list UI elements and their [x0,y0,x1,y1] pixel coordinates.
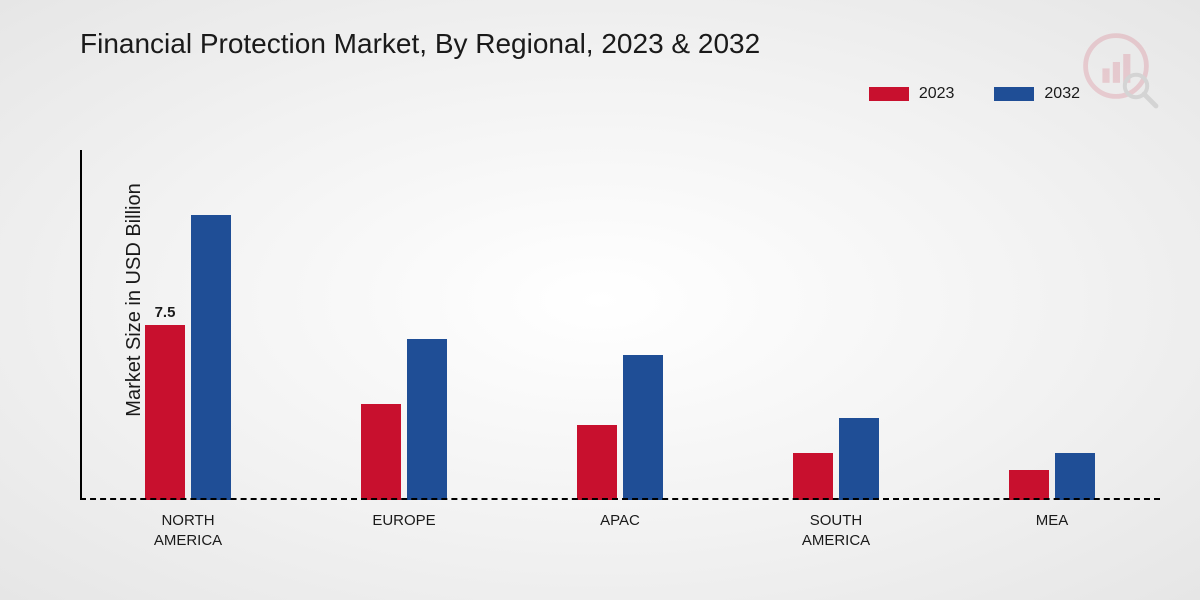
x-axis-category-label: NORTH AMERICA [80,511,296,550]
x-axis-category-label: MEA [944,511,1160,550]
bar-groups: 7.5 [80,150,1160,500]
bar-y2023 [361,404,401,500]
bar-group [728,150,944,500]
bar-y2023 [1009,470,1049,500]
bar-y2032 [839,418,879,500]
x-axis-category-label: EUROPE [296,511,512,550]
bar-y2032 [1055,453,1095,500]
legend-swatch-2032 [994,87,1034,101]
legend-swatch-2023 [869,87,909,101]
bar-value-label: 7.5 [155,304,176,321]
bar-y2023 [793,453,833,500]
legend: 2023 2032 [869,85,1080,103]
bar-y2023: 7.5 [145,325,185,500]
legend-item-2032: 2032 [994,85,1080,103]
x-axis-category-label: APAC [512,511,728,550]
legend-label-2023: 2023 [919,85,955,103]
x-axis-labels: NORTH AMERICAEUROPEAPACSOUTH AMERICAMEA [80,511,1160,550]
bar-group: 7.5 [80,150,296,500]
x-axis-baseline [80,498,1160,500]
bar-group [944,150,1160,500]
bar-y2032 [191,215,231,500]
legend-label-2032: 2032 [1044,85,1080,103]
bar-group [512,150,728,500]
bar-y2032 [407,339,447,500]
watermark-logo [1080,30,1160,110]
chart-title: Financial Protection Market, By Regional… [80,28,760,60]
bar-y2023 [577,425,617,500]
x-axis-category-label: SOUTH AMERICA [728,511,944,550]
legend-item-2023: 2023 [869,85,955,103]
bar-group [296,150,512,500]
plot-area: 7.5 [80,150,1160,500]
bar-y2032 [623,355,663,500]
